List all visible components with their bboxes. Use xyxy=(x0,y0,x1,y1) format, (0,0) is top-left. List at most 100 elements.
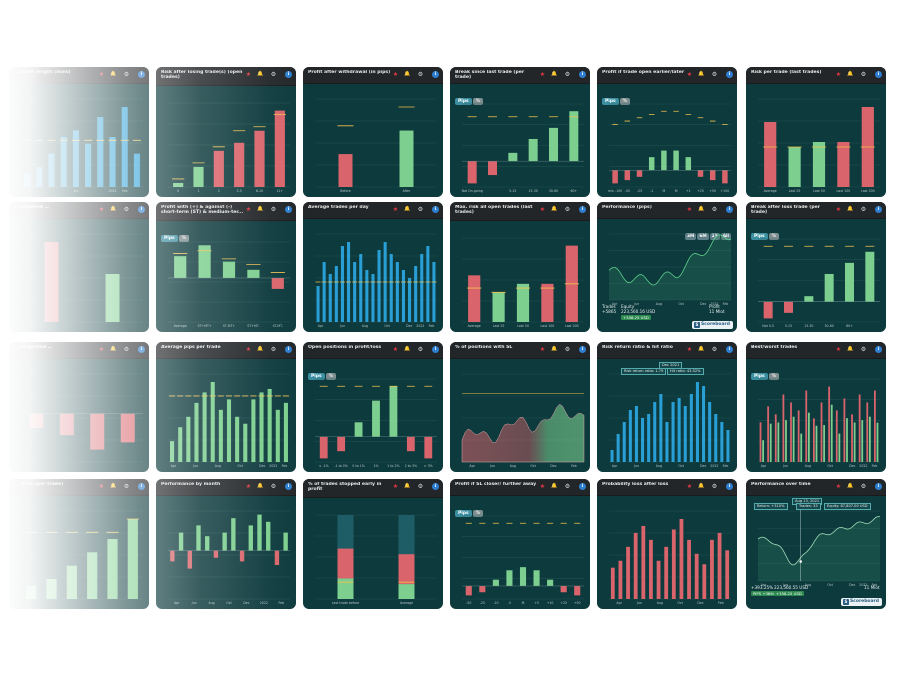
widget-card[interactable]: Performance (pips) ★ 🔔 ⚙ i 3M 6M 1Y All Apr Jun Aug… xyxy=(597,202,737,332)
widget-card[interactable]: Best/worst trades ★ 🔔 ⚙ i Pips% Apr Jun Aug Oct De… xyxy=(746,342,886,472)
bell-icon[interactable]: 🔔 xyxy=(551,346,558,352)
widget-card[interactable]: Break since last trade (per trade) ★ 🔔 ⚙ i Pi… xyxy=(450,67,590,197)
star-icon[interactable]: ★ xyxy=(835,346,842,353)
unit-toggle[interactable]: Pips% xyxy=(455,499,484,517)
gear-icon[interactable]: ⚙ xyxy=(417,346,424,353)
star-icon[interactable]: ★ xyxy=(835,206,842,213)
bell-icon[interactable]: 🔔 xyxy=(551,206,558,212)
star-icon[interactable]: ★ xyxy=(539,483,546,490)
toggle-pips[interactable]: Pips xyxy=(455,98,472,105)
star-icon[interactable]: ★ xyxy=(686,71,693,78)
bell-icon[interactable]: 🔔 xyxy=(847,71,854,77)
widget-card[interactable]: Risk after losing trade(s) (open trades)… xyxy=(156,67,296,197)
bell-icon[interactable]: 🔔 xyxy=(698,483,705,489)
range-selector[interactable]: 3M 6M 1Y All xyxy=(684,222,731,240)
range-all[interactable]: All xyxy=(720,233,731,240)
gear-icon[interactable]: ⚙ xyxy=(564,206,571,213)
bell-icon[interactable]: 🔔 xyxy=(698,346,705,352)
widget-card[interactable]: % of trades stopped early in profit ★ 🔔 ⚙ i L… xyxy=(303,479,443,609)
widget-card[interactable]: Break after loss trade (per trade) ★ 🔔 ⚙ i Pi… xyxy=(746,202,886,332)
gear-icon[interactable]: ⚙ xyxy=(711,206,718,213)
info-icon[interactable]: i xyxy=(432,71,439,78)
bell-icon[interactable]: 🔔 xyxy=(551,71,558,77)
star-icon[interactable]: ★ xyxy=(392,346,399,353)
widget-card[interactable]: Max. risk all open trades (last trades) ★… xyxy=(450,202,590,332)
toggle-percent[interactable]: % xyxy=(768,233,780,240)
star-icon[interactable]: ★ xyxy=(539,346,546,353)
star-icon[interactable]: ★ xyxy=(835,483,842,490)
bell-icon[interactable]: 🔔 xyxy=(698,206,705,212)
bell-icon[interactable]: 🔔 xyxy=(698,71,705,77)
unit-toggle[interactable]: Pips% xyxy=(751,222,780,240)
gear-icon[interactable]: ⚙ xyxy=(860,346,867,353)
info-icon[interactable]: i xyxy=(579,346,586,353)
info-icon[interactable]: i xyxy=(726,346,733,353)
toggle-pips[interactable]: Pips xyxy=(455,510,472,517)
bell-icon[interactable]: 🔔 xyxy=(404,71,411,77)
info-icon[interactable]: i xyxy=(726,483,733,490)
widget-card[interactable]: Average pips per trade ★ 🔔 ⚙ i Apr Jun Aug Oct De… xyxy=(156,342,296,472)
gear-icon[interactable]: ⚙ xyxy=(564,483,571,490)
bell-icon[interactable]: 🔔 xyxy=(404,346,411,352)
info-icon[interactable]: i xyxy=(875,71,882,78)
toggle-percent[interactable]: % xyxy=(325,373,337,380)
toggle-pips[interactable]: Pips xyxy=(602,98,619,105)
bell-icon[interactable]: 🔔 xyxy=(847,483,854,489)
gear-icon[interactable]: ⚙ xyxy=(860,206,867,213)
bell-icon[interactable]: 🔔 xyxy=(404,483,411,489)
widget-card[interactable]: Profit if SL closer/ further away ★ 🔔 ⚙ i Pip… xyxy=(450,479,590,609)
info-icon[interactable]: i xyxy=(726,206,733,213)
gear-icon[interactable]: ⚙ xyxy=(711,346,718,353)
info-icon[interactable]: i xyxy=(579,483,586,490)
widget-card[interactable]: … adjusted … ★ 🔔 ⚙ i xyxy=(9,202,149,332)
gear-icon[interactable]: ⚙ xyxy=(564,346,571,353)
toggle-percent[interactable]: % xyxy=(619,98,631,105)
star-icon[interactable]: ★ xyxy=(392,206,399,213)
widget-card[interactable]: Performance over time ★ 🔔 ⚙ i Apr Jun Aug Oct Dec… xyxy=(746,479,886,609)
gear-icon[interactable]: ⚙ xyxy=(564,71,571,78)
info-icon[interactable]: i xyxy=(875,206,882,213)
star-icon[interactable]: ★ xyxy=(686,483,693,490)
widget-card[interactable]: Probability loss after loss ★ 🔔 ⚙ i Apr Jun Aug… xyxy=(597,479,737,609)
info-icon[interactable]: i xyxy=(875,483,882,490)
gear-icon[interactable]: ⚙ xyxy=(711,71,718,78)
widget-card[interactable]: % of positions with SL ★ 🔔 ⚙ i Apr Jun Aug Oct De… xyxy=(450,342,590,472)
star-icon[interactable]: ★ xyxy=(686,206,693,213)
unit-toggle[interactable]: Pips% xyxy=(602,87,631,105)
info-icon[interactable]: i xyxy=(432,346,439,353)
gear-icon[interactable]: ⚙ xyxy=(860,483,867,490)
gear-icon[interactable]: ⚙ xyxy=(711,483,718,490)
widget-card[interactable]: Risk return ratio & hit ratio ★ 🔔 ⚙ i Apr Jun A… xyxy=(597,342,737,472)
scoreboard-button[interactable]: S Scoreboard xyxy=(840,598,882,606)
star-icon[interactable]: ★ xyxy=(392,483,399,490)
info-icon[interactable]: i xyxy=(579,206,586,213)
gear-icon[interactable]: ⚙ xyxy=(860,71,867,78)
range-6m[interactable]: 6M xyxy=(697,233,709,240)
widget-card[interactable]: … magnified … ★ 🔔 ⚙ i xyxy=(9,342,149,472)
gear-icon[interactable]: ⚙ xyxy=(417,71,424,78)
star-icon[interactable]: ★ xyxy=(392,71,399,78)
widget-card[interactable]: … stats (per trade) ★ 🔔 ⚙ i xyxy=(9,479,149,609)
star-icon[interactable]: ★ xyxy=(835,71,842,78)
bell-icon[interactable]: 🔔 xyxy=(847,206,854,212)
info-icon[interactable]: i xyxy=(726,71,733,78)
widget-card[interactable]: Risk per trade (last trades) ★ 🔔 ⚙ i Average L… xyxy=(746,67,886,197)
bell-icon[interactable]: 🔔 xyxy=(551,483,558,489)
bell-icon[interactable]: 🔔 xyxy=(404,206,411,212)
info-icon[interactable]: i xyxy=(579,71,586,78)
gear-icon[interactable]: ⚙ xyxy=(417,206,424,213)
toggle-percent[interactable]: % xyxy=(472,510,484,517)
toggle-pips[interactable]: Pips xyxy=(751,373,768,380)
star-icon[interactable]: ★ xyxy=(686,346,693,353)
star-icon[interactable]: ★ xyxy=(539,71,546,78)
bell-icon[interactable]: 🔔 xyxy=(847,346,854,352)
toggle-pips[interactable]: Pips xyxy=(751,233,768,240)
widget-card[interactable]: Open positions in profit/loss ★ 🔔 ⚙ i Pips% < … xyxy=(303,342,443,472)
info-icon[interactable]: i xyxy=(432,206,439,213)
info-icon[interactable]: i xyxy=(432,483,439,490)
range-1y[interactable]: 1Y xyxy=(709,233,720,240)
scoreboard-button[interactable]: S Scoreboard xyxy=(691,321,733,329)
widget-card[interactable]: Profit if trade open earlier/later ★ 🔔 ⚙ i Pi… xyxy=(597,67,737,197)
range-3m[interactable]: 3M xyxy=(685,233,697,240)
toggle-percent[interactable]: % xyxy=(472,98,484,105)
